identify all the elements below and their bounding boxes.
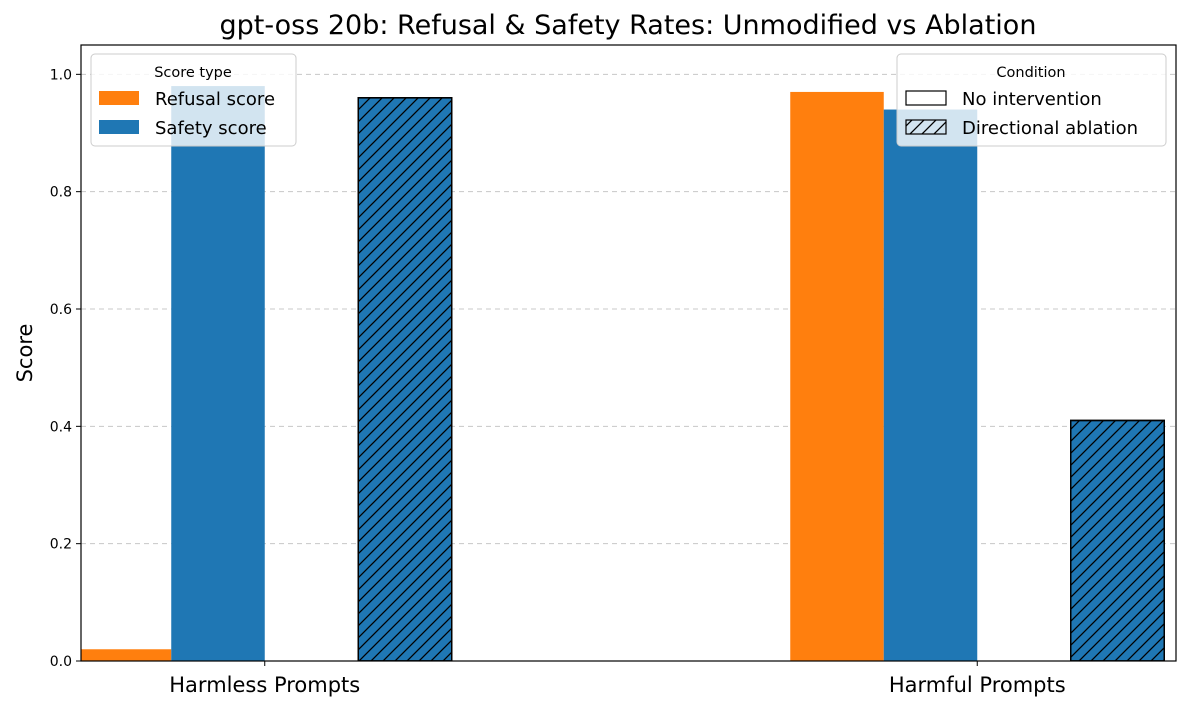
legend-swatch-refusal [99,91,139,105]
legend-swatch-directional-ablation [905,119,947,135]
legend-condition: Condition No intervention Directional ab… [896,53,1167,147]
bar-refusal-score-no-intervention [81,649,172,661]
y-axis-label: Score [13,324,37,383]
legend-condition-title: Condition [996,65,1065,81]
bar-safety-score-no-intervention [171,86,265,661]
y-tick-label: 0.0 [50,654,72,670]
bar-hatch-overlay [1070,419,1165,661]
bar-safety-score-no-intervention [883,109,978,661]
legend-score-type-box [90,53,297,147]
legend-label-directional-ablation: Directional ablation [962,118,1138,139]
x-tick-label: Harmful Prompts [889,673,1066,697]
x-axis: Harmless Prompts Harmful Prompts [169,661,1066,697]
legend-label-safety: Safety score [155,118,267,139]
y-tick-label: 0.8 [50,185,72,201]
legend-label-refusal: Refusal score [155,89,275,110]
bar-refusal-score-no-intervention [790,91,884,661]
legend-swatch-safety [99,120,139,134]
y-tick-label: 0.4 [50,419,72,435]
chart-title: gpt-oss 20b: Refusal & Safety Rates: Unm… [220,10,1037,41]
bar-hatch-overlay [357,97,453,661]
legend-swatch-no-intervention [905,90,947,106]
bars [81,86,1165,661]
y-axis: 0.0 0.2 0.4 0.6 0.8 1.0 [50,67,81,670]
legend-condition-box [896,53,1167,147]
legend-label-no-intervention: No intervention [962,89,1102,110]
y-tick-label: 0.2 [50,537,72,553]
y-tick-label: 0.6 [50,302,72,318]
x-tick-label: Harmless Prompts [169,673,360,697]
plot-frame [80,44,1177,662]
legend-score-type: Score type Refusal score Safety score [90,53,297,147]
legend-score-type-title: Score type [154,65,232,81]
y-tick-label: 1.0 [50,67,72,83]
